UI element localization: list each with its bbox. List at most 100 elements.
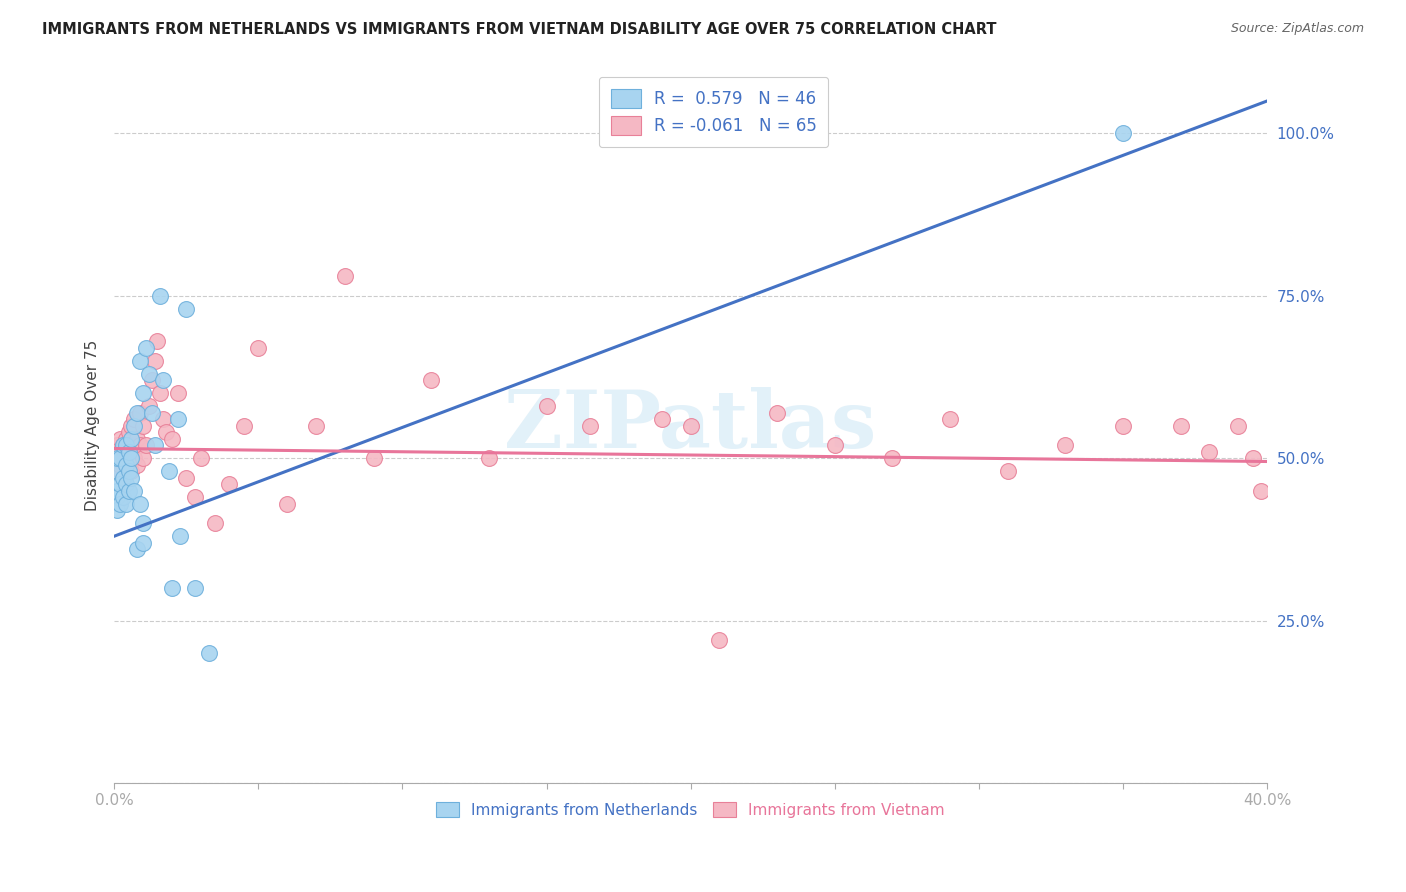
Text: ZIPatlas: ZIPatlas: [505, 387, 877, 465]
Point: [127, 458, 149, 472]
Point: [129, 438, 152, 452]
Point: [1054, 438, 1077, 452]
Point: [166, 386, 188, 401]
Point: [105, 503, 128, 517]
Point: [132, 451, 155, 466]
Point: [824, 438, 846, 452]
Point: [111, 490, 134, 504]
Point: [184, 490, 207, 504]
Point: [1112, 127, 1135, 141]
Point: [129, 354, 152, 368]
Point: [247, 341, 270, 355]
Point: [679, 418, 702, 433]
Point: [124, 483, 146, 498]
Point: [882, 451, 904, 466]
Point: [105, 451, 128, 466]
Point: [363, 451, 385, 466]
Point: [114, 438, 136, 452]
Point: [305, 418, 328, 433]
Point: [129, 406, 152, 420]
Point: [108, 477, 131, 491]
Point: [1112, 418, 1135, 433]
Point: [124, 412, 146, 426]
Point: [939, 412, 962, 426]
Point: [121, 432, 143, 446]
Point: [108, 432, 131, 446]
Point: [108, 444, 131, 458]
Point: [105, 483, 128, 498]
Point: [737, 127, 759, 141]
Point: [155, 425, 177, 440]
Point: [132, 386, 155, 401]
Point: [333, 269, 356, 284]
Point: [174, 301, 197, 316]
Point: [198, 646, 221, 660]
Point: [108, 451, 131, 466]
Point: [111, 471, 134, 485]
Point: [536, 399, 558, 413]
Point: [766, 406, 789, 420]
Point: [121, 418, 143, 433]
Point: [127, 542, 149, 557]
Point: [117, 444, 139, 458]
Point: [138, 399, 160, 413]
Point: [141, 406, 163, 420]
Point: [152, 412, 174, 426]
Point: [166, 412, 188, 426]
Point: [132, 418, 155, 433]
Point: [420, 373, 443, 387]
Point: [135, 438, 157, 452]
Point: [127, 406, 149, 420]
Point: [152, 373, 174, 387]
Point: [124, 451, 146, 466]
Y-axis label: Disability Age Over 75: Disability Age Over 75: [86, 340, 100, 511]
Point: [114, 458, 136, 472]
Point: [190, 451, 212, 466]
Point: [146, 334, 169, 349]
Point: [204, 516, 226, 531]
Point: [1241, 451, 1264, 466]
Point: [108, 497, 131, 511]
Point: [143, 354, 166, 368]
Point: [169, 529, 191, 543]
Point: [121, 464, 143, 478]
Point: [149, 289, 172, 303]
Point: [135, 341, 157, 355]
Point: [111, 471, 134, 485]
Point: [709, 633, 731, 648]
Point: [1170, 418, 1192, 433]
Point: [651, 412, 673, 426]
Point: [651, 127, 673, 141]
Point: [117, 483, 139, 498]
Point: [132, 535, 155, 549]
Point: [478, 451, 501, 466]
Point: [117, 451, 139, 466]
Point: [114, 444, 136, 458]
Point: [276, 497, 298, 511]
Point: [157, 464, 180, 478]
Text: Source: ZipAtlas.com: Source: ZipAtlas.com: [1230, 22, 1364, 36]
Point: [117, 464, 139, 478]
Point: [105, 490, 128, 504]
Point: [578, 418, 600, 433]
Point: [105, 464, 128, 478]
Point: [232, 418, 254, 433]
Point: [111, 451, 134, 466]
Point: [1250, 483, 1272, 498]
Point: [129, 497, 152, 511]
Point: [121, 471, 143, 485]
Point: [138, 367, 160, 381]
Point: [117, 425, 139, 440]
Point: [121, 451, 143, 466]
Point: [1227, 418, 1250, 433]
Point: [117, 438, 139, 452]
Point: [1198, 444, 1220, 458]
Point: [218, 477, 240, 491]
Point: [174, 471, 197, 485]
Point: [105, 464, 128, 478]
Point: [114, 477, 136, 491]
Point: [141, 373, 163, 387]
Point: [114, 497, 136, 511]
Point: [114, 458, 136, 472]
Point: [127, 432, 149, 446]
